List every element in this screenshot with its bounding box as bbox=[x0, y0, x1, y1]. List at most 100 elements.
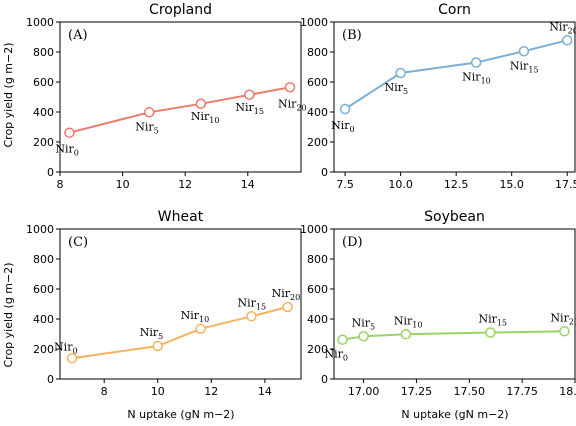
point-label: Nir5 bbox=[385, 81, 409, 96]
point-label: Nir5 bbox=[140, 326, 164, 341]
y-tick-label: 600 bbox=[33, 76, 54, 89]
y-tick-label: 200 bbox=[33, 136, 54, 149]
x-tick-label: 8 bbox=[101, 385, 108, 398]
series-line bbox=[344, 39, 568, 110]
x-tick-label: 17.25 bbox=[401, 385, 433, 398]
plot-frame bbox=[333, 228, 576, 380]
x-tick-label: 17.5 bbox=[555, 178, 576, 191]
data-point bbox=[561, 35, 573, 46]
data-point bbox=[66, 353, 78, 364]
x-axis-label-right: N uptake (gN m−2) bbox=[401, 408, 508, 421]
panel-label: (A) bbox=[68, 28, 88, 43]
y-tick-label: 600 bbox=[33, 283, 54, 296]
x-tick-label: 8 bbox=[57, 178, 64, 191]
plot-frame bbox=[59, 21, 302, 173]
panel-label: (D) bbox=[342, 235, 363, 250]
x-tick-label: 14 bbox=[258, 385, 272, 398]
y-tick-label: 400 bbox=[33, 106, 54, 119]
point-label: Nir5 bbox=[352, 316, 376, 331]
x-tick-label: 15.0 bbox=[499, 178, 524, 191]
data-point bbox=[152, 340, 163, 352]
point-label: Nir20 bbox=[549, 20, 576, 35]
panel-cropland: Cropland 0 200 400 600 800 1000 8 10 12 14 Nir0 Nir5… bbox=[26, 2, 307, 191]
y-tick-label: 1000 bbox=[26, 16, 54, 29]
y-tick-label: 0 bbox=[47, 166, 54, 179]
x-tick-label: 12 bbox=[178, 178, 192, 191]
data-point bbox=[64, 127, 75, 138]
y-tick-label: 400 bbox=[307, 106, 328, 119]
y-tick-label: 0 bbox=[321, 166, 328, 179]
plot-frame bbox=[59, 228, 302, 380]
point-label: Nir15 bbox=[235, 101, 264, 116]
data-point bbox=[400, 329, 412, 340]
point-label: Nir10 bbox=[462, 71, 491, 86]
point-label: Nir5 bbox=[135, 120, 159, 135]
series-line bbox=[342, 330, 565, 341]
x-tick-label: 10 bbox=[151, 385, 165, 398]
y-tick-label: 600 bbox=[307, 283, 328, 296]
x-tick-label: 10 bbox=[116, 178, 130, 191]
y-tick-label: 400 bbox=[307, 313, 328, 326]
x-tick-label: 14 bbox=[241, 178, 255, 191]
y-tick-label: 200 bbox=[307, 136, 328, 149]
y-tick-label: 1000 bbox=[26, 223, 54, 236]
data-point bbox=[282, 301, 293, 313]
chart-title: Corn bbox=[438, 2, 471, 18]
data-point bbox=[284, 82, 296, 93]
panel-soybean: Soybean 0 200 400 600 800 1000 17.00 17.25 17.50 1… bbox=[300, 209, 576, 398]
point-label: Nir10 bbox=[181, 309, 210, 324]
y-tick-label: 600 bbox=[307, 76, 328, 89]
point-label: Nir10 bbox=[394, 314, 423, 329]
point-label: Nir20 bbox=[278, 97, 307, 112]
x-tick-label: 12.5 bbox=[444, 178, 469, 191]
data-point bbox=[246, 311, 257, 322]
y-tick-label: 800 bbox=[33, 46, 54, 59]
data-point bbox=[244, 89, 255, 100]
point-label: Nir15 bbox=[510, 59, 539, 74]
chart-title: Soybean bbox=[424, 209, 485, 225]
data-point bbox=[358, 331, 369, 342]
point-label: Nir0 bbox=[331, 119, 355, 134]
data-point bbox=[470, 57, 482, 68]
data-point bbox=[143, 107, 155, 118]
data-point bbox=[559, 326, 570, 337]
y-tick-label: 200 bbox=[307, 343, 328, 356]
y-tick-label: 200 bbox=[33, 343, 54, 356]
panel-label: (C) bbox=[68, 235, 88, 250]
data-point bbox=[395, 67, 406, 79]
x-tick-label: 7.5 bbox=[336, 178, 354, 191]
y-tick-label: 0 bbox=[321, 373, 328, 386]
panel-corn: Corn 0 200 400 600 800 1000 7.5 10.0 12.5 15.0 17.5… bbox=[300, 2, 576, 191]
x-tick-label: 12 bbox=[204, 385, 218, 398]
panel-label: (B) bbox=[342, 28, 362, 43]
x-tick-label: 17.50 bbox=[454, 385, 486, 398]
x-tick-label: 10.0 bbox=[388, 178, 413, 191]
point-label: Nir15 bbox=[478, 313, 507, 328]
data-point bbox=[339, 103, 351, 115]
data-point bbox=[518, 46, 530, 57]
y-tick-label: 1000 bbox=[300, 223, 328, 236]
chart-title: Wheat bbox=[158, 209, 204, 225]
point-label: Nir0 bbox=[324, 348, 348, 363]
x-tick-label: 17.75 bbox=[506, 385, 538, 398]
y-tick-label: 800 bbox=[307, 46, 328, 59]
y-tick-label: 800 bbox=[307, 253, 328, 266]
y-axis-label-top: Crop yield (g m−2) bbox=[2, 42, 15, 147]
point-label: Nir15 bbox=[237, 296, 266, 311]
panel-wheat: Wheat 0 200 400 600 800 1000 8 10 12 14 Nir0 Nir5 Nir… bbox=[26, 209, 302, 398]
data-point bbox=[485, 327, 496, 338]
y-tick-label: 800 bbox=[33, 253, 54, 266]
x-tick-label: 17.00 bbox=[348, 385, 380, 398]
point-label: Nir0 bbox=[55, 143, 79, 158]
plot-frame bbox=[333, 21, 576, 173]
point-label: Nir0 bbox=[54, 340, 78, 355]
point-label: Nir10 bbox=[191, 110, 220, 125]
point-label: Nir20 bbox=[550, 311, 576, 326]
y-axis-label-bottom: Crop yield (g m−2) bbox=[2, 262, 15, 367]
x-axis-label-left: N uptake (gN m−2) bbox=[127, 408, 234, 421]
point-label: Nir20 bbox=[272, 287, 301, 302]
y-tick-label: 0 bbox=[47, 373, 54, 386]
y-tick-label: 400 bbox=[33, 313, 54, 326]
chart-title: Cropland bbox=[149, 2, 212, 18]
